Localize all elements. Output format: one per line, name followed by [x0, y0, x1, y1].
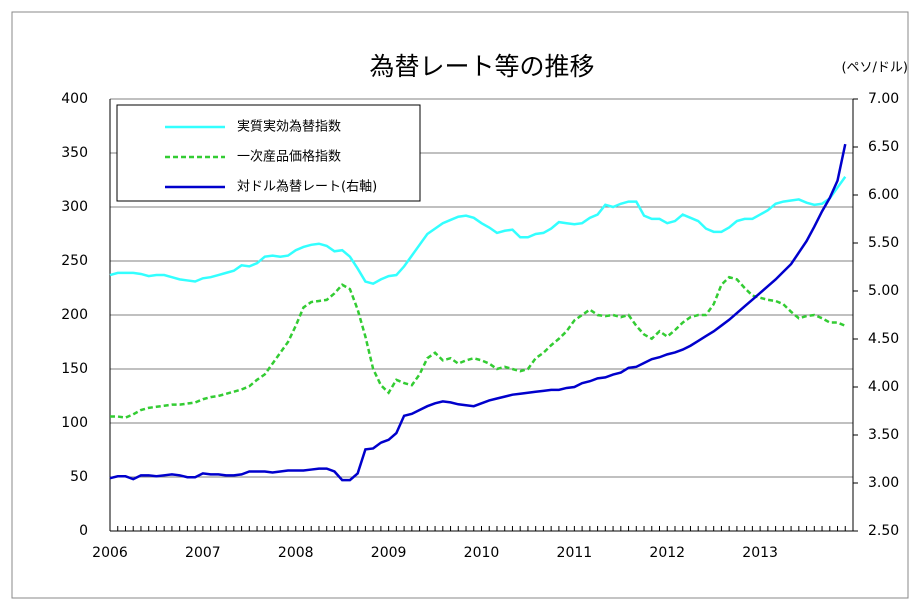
- y-tick-label: 300: [61, 199, 88, 215]
- series-line: [109, 143, 847, 482]
- y-tick-label: 400: [61, 91, 88, 107]
- legend-box: [116, 104, 421, 202]
- x-tick-label: 2010: [464, 545, 500, 561]
- x-tick-label: 2011: [557, 545, 593, 561]
- y-tick-label: 150: [61, 361, 88, 377]
- y-tick-label: 200: [61, 307, 88, 323]
- y2-tick-label: 5.00: [868, 283, 899, 299]
- y-tick-label: 0: [79, 523, 88, 539]
- y2-tick-label: 4.50: [868, 331, 899, 347]
- y2-tick-label: 6.00: [868, 187, 899, 203]
- y-tick-label: 350: [61, 145, 88, 161]
- x-tick-label: 2009: [371, 545, 407, 561]
- y-tick-label: 50: [70, 469, 88, 485]
- y2-tick-label: 6.50: [868, 139, 899, 155]
- legend-label: 実質実効為替指数: [237, 119, 341, 135]
- x-tick-label: 2006: [92, 545, 128, 561]
- y2-tick-label: 3.50: [868, 427, 899, 443]
- x-tick-label: 2012: [649, 545, 685, 561]
- y2-tick-label: 5.50: [868, 235, 899, 251]
- y2-tick-label: 2.50: [868, 523, 899, 539]
- legend-label: 対ドル為替レート(右軸): [237, 179, 377, 195]
- x-tick-label: 2008: [278, 545, 314, 561]
- series-line: [110, 275, 846, 419]
- y2-tick-label: 4.00: [868, 379, 899, 395]
- x-tick-label: 2013: [742, 545, 778, 561]
- y-tick-label: 250: [61, 253, 88, 269]
- chart-frame: [11, 11, 909, 599]
- y-tick-label: 100: [61, 415, 88, 431]
- series-line: [109, 176, 847, 286]
- chart-title: 為替レート等の推移: [369, 52, 594, 81]
- y2-tick-label: 3.00: [868, 475, 899, 491]
- legend-label: 一次産品価格指数: [237, 149, 341, 165]
- x-tick-label: 2007: [185, 545, 221, 561]
- y2-axis-label: (ペソ/ドル): [841, 61, 908, 76]
- y2-tick-label: 7.00: [868, 91, 899, 107]
